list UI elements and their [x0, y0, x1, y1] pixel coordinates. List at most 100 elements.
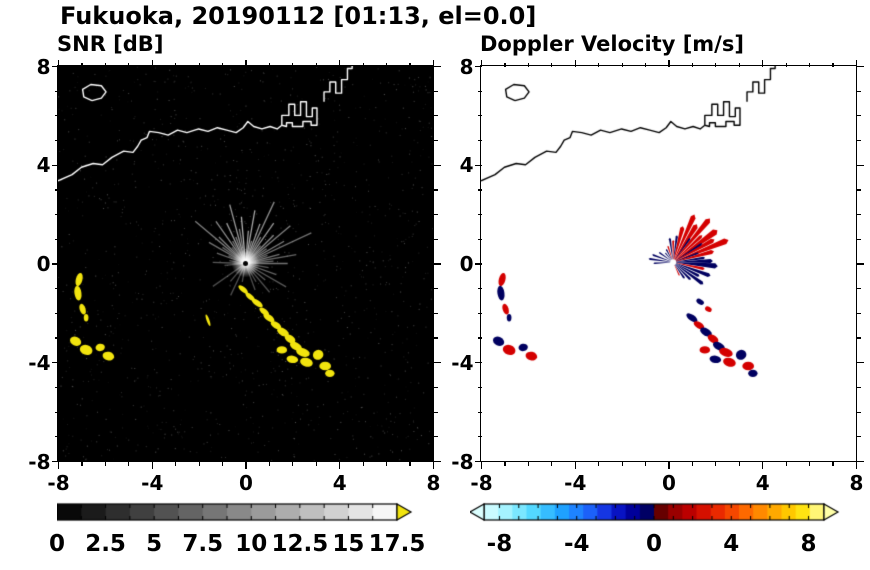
figure-title: Fukuoka, 20190112 [01:13, el=0.0] [60, 2, 537, 30]
x-tick [668, 59, 670, 67]
y-tick [54, 386, 59, 389]
x-tick [151, 461, 153, 469]
snr-colorbar-label: 12.5 [271, 531, 329, 557]
x-tick [832, 62, 834, 67]
y-tick [856, 164, 864, 166]
snr-panel-title: SNR [dB] [57, 32, 164, 56]
y-tick-label: -8 [451, 449, 474, 474]
x-tick [292, 62, 294, 67]
x-tick [104, 62, 106, 67]
x-tick [527, 461, 529, 466]
y-tick [856, 288, 861, 290]
x-tick [691, 461, 694, 466]
y-tick [856, 312, 861, 314]
y-tick [433, 436, 438, 438]
x-tick [598, 62, 600, 67]
x-tick [409, 62, 411, 67]
x-tick [104, 461, 106, 466]
x-tick [574, 59, 576, 67]
snr-colorbar-label: 7.5 [182, 531, 224, 557]
x-tick-label: 4 [332, 470, 347, 495]
velocity-colorbar-label: 0 [645, 531, 662, 557]
x-tick [551, 62, 553, 67]
y-tick [51, 362, 59, 364]
y-tick [54, 189, 59, 191]
x-tick [151, 59, 153, 67]
y-tick [477, 238, 482, 240]
y-tick [433, 164, 441, 166]
x-tick [362, 461, 364, 466]
y-tick [856, 386, 861, 389]
y-tick [474, 460, 482, 463]
velocity-colorbar-label: 8 [800, 531, 817, 557]
x-tick [551, 461, 553, 466]
x-tick [480, 461, 483, 469]
y-tick [54, 139, 59, 142]
snr-colorbar [57, 502, 415, 524]
y-tick [51, 263, 59, 265]
x-tick [386, 461, 388, 466]
y-tick [54, 214, 59, 216]
y-tick [477, 386, 482, 389]
y-tick [433, 362, 441, 364]
x-tick [691, 62, 694, 67]
y-tick-label: 8 [459, 54, 474, 79]
y-tick [433, 65, 441, 68]
x-tick [268, 461, 271, 466]
x-tick-label: -4 [141, 470, 164, 495]
y-tick [51, 164, 59, 166]
y-tick [856, 337, 861, 339]
y-tick [433, 189, 438, 191]
y-tick [477, 214, 482, 216]
x-tick [175, 461, 177, 466]
x-tick [621, 461, 623, 466]
x-tick [738, 62, 740, 67]
y-tick [433, 115, 438, 117]
y-tick [433, 312, 438, 314]
x-tick [809, 62, 811, 67]
x-tick [268, 62, 271, 67]
x-tick [221, 62, 224, 67]
y-tick [474, 164, 482, 166]
y-tick [54, 288, 59, 290]
y-tick [477, 90, 482, 92]
x-tick [527, 62, 529, 67]
y-tick [433, 288, 438, 290]
y-tick-label: -4 [451, 350, 474, 375]
y-tick [54, 411, 59, 413]
x-tick [198, 62, 200, 67]
y-tick [856, 139, 861, 142]
y-tick-label: 8 [36, 54, 51, 79]
x-tick [409, 461, 411, 466]
y-tick [856, 238, 861, 240]
snr-colorbar-label: 10 [235, 531, 268, 557]
x-tick-label: -4 [564, 470, 587, 495]
x-tick [362, 62, 364, 67]
x-tick [644, 62, 647, 67]
x-tick [644, 461, 647, 466]
snr-colorbar-label: 17.5 [368, 531, 426, 557]
y-tick [51, 65, 59, 68]
y-tick [433, 337, 438, 339]
x-tick [809, 461, 811, 466]
y-tick [856, 436, 861, 438]
y-tick [856, 411, 861, 413]
velocity-panel-title: Doppler Velocity [m/s] [480, 32, 744, 56]
x-tick [128, 62, 130, 67]
y-tick [477, 288, 482, 290]
x-tick [57, 461, 60, 469]
x-tick-label: -8 [470, 470, 493, 495]
x-tick [198, 461, 200, 466]
velocity-colorbar-label: 4 [723, 531, 740, 557]
y-tick [856, 460, 864, 463]
x-tick [221, 461, 224, 466]
velocity-plot [480, 65, 857, 462]
y-tick-label: 0 [36, 252, 51, 276]
y-tick [433, 411, 438, 413]
y-tick [433, 90, 438, 92]
y-tick [433, 139, 438, 142]
x-tick [432, 59, 435, 67]
x-tick [855, 461, 858, 469]
x-tick [504, 461, 506, 466]
